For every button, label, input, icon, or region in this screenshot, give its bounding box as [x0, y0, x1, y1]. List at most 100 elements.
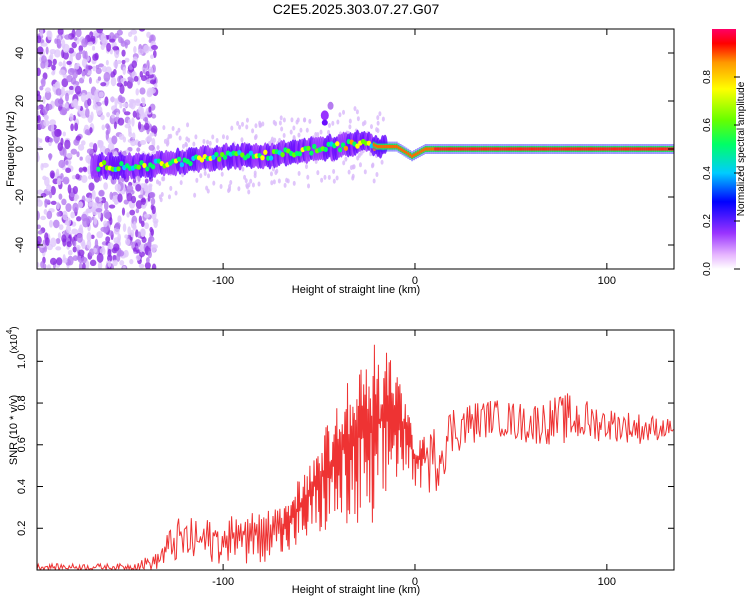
- noise-blob: [107, 254, 113, 262]
- spectrogram-x-label: Height of straight line (km): [292, 284, 420, 296]
- noise-blob: [81, 213, 88, 222]
- noise-blob: [37, 114, 41, 124]
- noise-blob: [78, 262, 83, 269]
- carrier-core: [476, 147, 479, 151]
- noise-blob: [123, 80, 128, 87]
- faint-blob: [273, 137, 277, 143]
- snr-x-tick-label: 100: [598, 576, 616, 588]
- noise-blob: [78, 167, 84, 173]
- carrier-core: [537, 147, 540, 151]
- noise-blob: [126, 184, 134, 194]
- carrier-core: [620, 147, 623, 151]
- carrier-core: [641, 147, 644, 151]
- noise-blob: [143, 213, 150, 218]
- carrier-core: [395, 145, 398, 149]
- noise-blob: [100, 43, 105, 51]
- carrier-core: [528, 147, 531, 151]
- carrier-core: [587, 147, 590, 151]
- noise-blob: [37, 67, 41, 77]
- faint-blob: [202, 138, 206, 144]
- noise-blob: [73, 240, 77, 247]
- noise-blob: [72, 70, 78, 79]
- faint-blob: [229, 180, 233, 186]
- faint-blob: [171, 125, 175, 131]
- noise-blob: [39, 29, 44, 37]
- noise-blob: [122, 223, 127, 233]
- noise-blob: [75, 173, 80, 180]
- faint-blob: [338, 112, 342, 118]
- noise-blob: [54, 128, 61, 137]
- ridge-core: [176, 156, 182, 162]
- noise-blob: [135, 254, 141, 261]
- faint-blob: [332, 169, 336, 175]
- noise-blob: [44, 90, 52, 101]
- noise-blob: [37, 210, 40, 221]
- carrier-core: [493, 147, 496, 151]
- noise-blob: [90, 234, 95, 240]
- noise-blob: [50, 123, 55, 132]
- noise-blob: [110, 76, 117, 87]
- carrier-core: [489, 147, 492, 151]
- carrier-core: [524, 147, 527, 151]
- noise-blob: [95, 196, 100, 203]
- noise-blob: [37, 224, 41, 230]
- noise-blob: [57, 232, 62, 239]
- noise-blob: [103, 182, 109, 190]
- faint-blob: [175, 130, 179, 136]
- carrier-core: [401, 148, 404, 152]
- noise-blob: [81, 38, 88, 48]
- noise-blob: [85, 154, 92, 164]
- noise-blob: [86, 216, 92, 224]
- carrier-core: [574, 147, 577, 151]
- noise-blob: [100, 226, 107, 232]
- carrier-core: [666, 147, 669, 151]
- carrier-core: [618, 147, 621, 151]
- noise-blob: [137, 121, 142, 130]
- noise-blob: [62, 210, 68, 221]
- ridge-core: [343, 145, 349, 151]
- carrier-core: [428, 147, 431, 151]
- faint-blob: [274, 170, 278, 176]
- noise-blob: [48, 219, 53, 228]
- noise-blob: [65, 92, 69, 102]
- noise-blob: [113, 151, 119, 159]
- noise-blob: [37, 137, 41, 143]
- faint-blob: [274, 121, 278, 127]
- faint-blob: [282, 133, 286, 139]
- carrier-core: [470, 147, 473, 151]
- noise-blob: [55, 168, 60, 177]
- ridge-core: [306, 145, 311, 151]
- noise-blob: [121, 207, 126, 216]
- carrier-core: [558, 147, 561, 151]
- faint-blob: [161, 176, 165, 182]
- noise-blob: [85, 107, 90, 118]
- noise-blob: [151, 113, 157, 119]
- colorbar: 0.0 0.2 0.4 0.6 0.8 Normalized spectral ampl…: [702, 29, 747, 276]
- faint-blob: [187, 137, 191, 143]
- carrier-core: [612, 147, 615, 151]
- carrier-core: [388, 145, 391, 149]
- noise-blob: [97, 76, 102, 81]
- faint-blob: [215, 138, 219, 144]
- noise-blob: [58, 224, 64, 231]
- carrier-core: [658, 147, 661, 151]
- faint-blob: [352, 164, 356, 170]
- carrier-core: [503, 147, 506, 151]
- carrier-core: [464, 147, 467, 151]
- faint-blob: [179, 180, 183, 186]
- faint-blob: [203, 170, 207, 176]
- noise-blob: [111, 114, 116, 119]
- colorbar-gradient: [712, 29, 736, 269]
- noise-blob: [94, 238, 99, 249]
- noise-blob: [59, 97, 64, 107]
- noise-blob: [71, 41, 77, 49]
- carrier-core: [482, 147, 485, 151]
- snr-y-tick-label: 0.4: [16, 479, 28, 494]
- noise-blob: [138, 215, 142, 224]
- faint-blob: [289, 129, 293, 135]
- carrier-core: [541, 147, 544, 151]
- noise-blob: [138, 263, 145, 269]
- noise-blob: [139, 87, 146, 95]
- colorbar-tick-label: 0.2: [702, 214, 713, 228]
- carrier-core: [622, 147, 625, 151]
